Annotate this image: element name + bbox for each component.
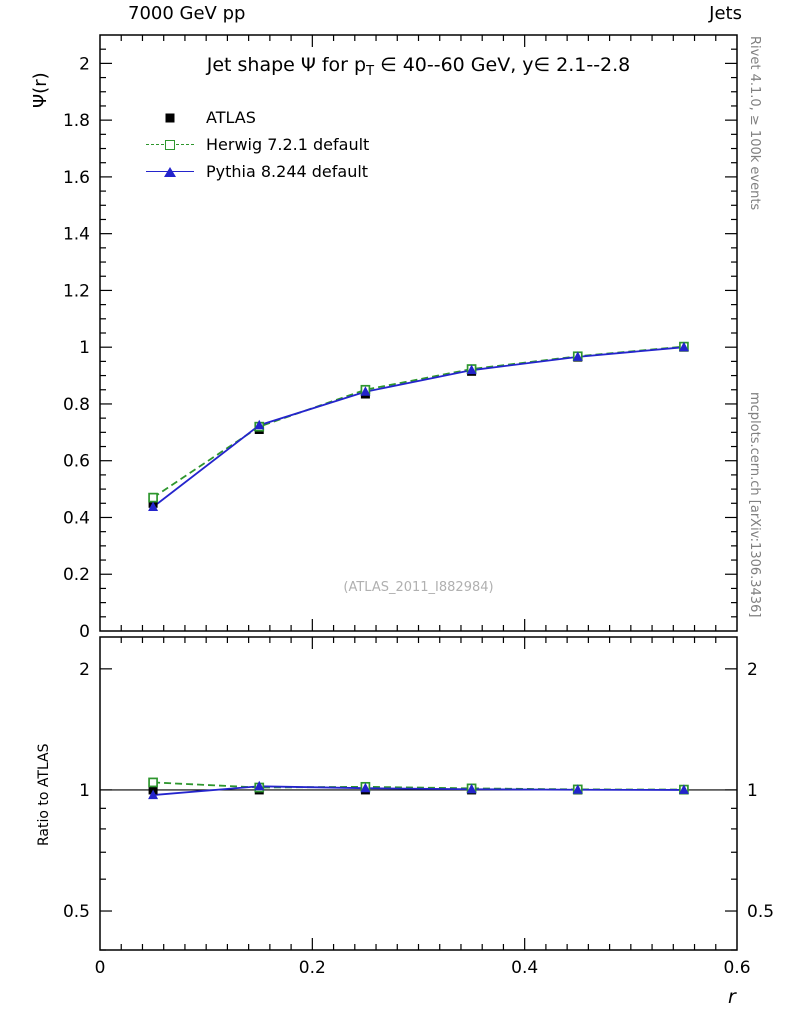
marker-pythia-8-244-default (572, 351, 583, 361)
y-tick-label: 1.2 (63, 281, 90, 301)
ratio-marker-pythia-8-244-default (254, 780, 265, 791)
pythia-marker-sample (146, 163, 194, 181)
y-tick-label: 2 (79, 54, 90, 74)
y-tick-label: 1 (79, 338, 90, 358)
series-line-herwig-7-2-1-default (152, 345, 684, 499)
title-pre: Jet shape Ψ for p (206, 54, 367, 76)
y-tick-label: 0 (79, 622, 90, 642)
marker-pythia-8-244-default (254, 419, 265, 430)
legend-entry-atlas: ATLAS (146, 104, 369, 131)
square-open-icon (165, 139, 175, 150)
x-tick-label: 0.2 (299, 958, 326, 978)
ratio-frame (99, 636, 738, 951)
y-tick-label: 1.6 (63, 168, 90, 188)
x-axis-label: r (728, 986, 736, 1008)
atlas-marker-sample (146, 109, 194, 127)
title-subscript: T (366, 64, 375, 79)
herwig-marker-sample (146, 136, 194, 154)
ratio-line-pythia-8-244-default (153, 785, 684, 796)
y-tick-label: 0.8 (63, 395, 90, 415)
mcplots-credit-label: mcplots.cern.ch [arXiv:1306.3436] (747, 392, 762, 618)
ratio-marker-pythia-8-244-default (466, 783, 477, 794)
rivet-version-label: Rivet 4.1.0, ≥ 100k events (747, 36, 762, 211)
x-tick-label: 0 (95, 958, 106, 978)
series-line-pythia-8-244-default (152, 346, 684, 508)
marker-herwig-7-2-1-default (148, 492, 158, 503)
beam-info-label: 7000 GeV pp (128, 3, 246, 24)
y-axis-label: Ψ(r) (30, 72, 51, 108)
y-tick-label: 0.6 (63, 452, 90, 472)
legend-label-atlas: ATLAS (206, 108, 256, 127)
ratio-marker-herwig-7-2-1-default (148, 777, 158, 788)
title-post: ∈ 40--60 GeV, y∈ 2.1--2.8 (374, 54, 631, 76)
legend-entry-herwig: Herwig 7.2.1 default (146, 131, 369, 158)
y-tick-label: 0.4 (63, 508, 90, 528)
marker-pythia-8-244-default (678, 341, 689, 352)
ratio-tick-label-right: 2 (747, 660, 758, 680)
legend-label-herwig: Herwig 7.2.1 default (206, 135, 370, 154)
legend-label-pythia: Pythia 8.244 default (206, 162, 369, 181)
ratio-axis-label: Ratio to ATLAS (36, 743, 52, 846)
ratio-marker-pythia-8-244-default (678, 784, 689, 794)
ratio-tick-label-left: 2 (79, 660, 90, 680)
y-tick-label: 1.4 (63, 225, 90, 245)
ratio-tick-label-right: 1 (747, 781, 758, 801)
x-tick-label: 0.4 (511, 958, 538, 978)
legend-entry-pythia: Pythia 8.244 default (146, 158, 369, 185)
y-tick-label: 0.2 (63, 565, 90, 585)
ratio-marker-pythia-8-244-default (148, 789, 159, 800)
ratio-marker-pythia-8-244-default (572, 784, 583, 794)
legend: ATLAS Herwig 7.2.1 default Pythia 8.244 … (146, 104, 369, 185)
y-tick-label: 1.8 (63, 111, 90, 131)
ratio-marker-pythia-8-244-default (360, 782, 371, 793)
ratio-tick-label-right: 0.5 (747, 902, 774, 922)
analysis-id-watermark: (ATLAS_2011_I882984) (343, 580, 494, 595)
marker-pythia-8-244-default (360, 386, 371, 396)
plot-title: Jet shape Ψ for pT ∈ 40--60 GeV, y∈ 2.1-… (100, 54, 737, 79)
ratio-tick-label-left: 1 (79, 781, 90, 801)
ratio-tick-label-left: 0.5 (63, 902, 90, 922)
marker-pythia-8-244-default (466, 364, 477, 375)
analysis-group-label: Jets (709, 3, 742, 24)
square-filled-icon (165, 113, 175, 122)
x-tick-label: 0.6 (723, 958, 750, 978)
triangle-filled-icon (164, 166, 176, 177)
marker-pythia-8-244-default (148, 501, 159, 511)
